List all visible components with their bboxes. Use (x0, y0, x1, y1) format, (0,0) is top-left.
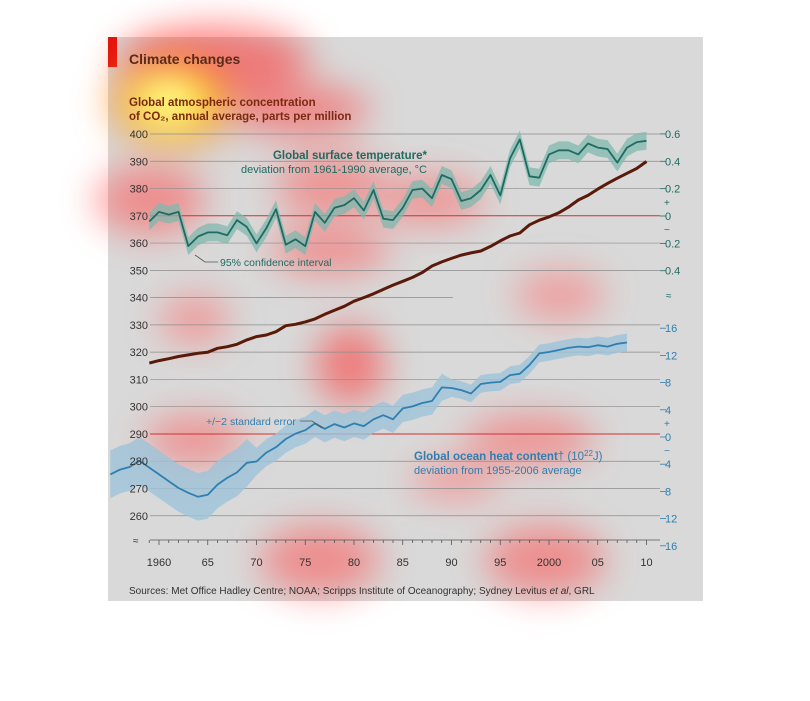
x-tick-label-3: 75 (299, 557, 311, 569)
left-tick-label-0: 400 (130, 129, 148, 141)
ocean-tick-label-7: 12 (665, 514, 677, 526)
co2-label-line1: Global atmospheric concentration (129, 97, 316, 109)
co2-label-line2: of CO₂, annual average, parts per millio… (129, 111, 351, 123)
ocean-error-band (110, 333, 628, 521)
left-tick-label-4: 360 (130, 238, 148, 250)
ocean-tick-label-4: 0 (665, 432, 671, 444)
temp-tick-label-2: 0.2 (665, 184, 680, 196)
left-tick-label-2: 380 (130, 184, 148, 196)
ci-label: 95% confidence interval (220, 257, 332, 269)
left-tick-label-6: 340 (130, 293, 148, 305)
temp-tick-label-0: 0.6 (665, 129, 680, 141)
source-text: Sources: Met Office Hadley Centre; NOAA;… (129, 586, 550, 597)
ocean-series-line (109, 341, 628, 498)
ocean-title-end: J) (593, 451, 603, 463)
source-tail: , GRL (568, 586, 595, 597)
ocean-minus-sign: − (664, 446, 670, 457)
ocean-tick-label-5: 4 (665, 459, 671, 471)
x-tick-label-6: 90 (445, 557, 457, 569)
ci-leader-line (194, 254, 218, 263)
x-tick-label-8: 2000 (537, 557, 561, 569)
temp-tick-label-5: 0.4 (665, 266, 680, 278)
ocean-title-text: Global ocean heat content (414, 451, 558, 463)
left-tick-label-13: 270 (130, 484, 148, 496)
ocean-tick-label-0: 16 (665, 323, 677, 335)
ocean-title-unit: † (10 (558, 451, 584, 463)
left-tick-label-3: 370 (130, 211, 148, 223)
confidence-bands (110, 130, 647, 521)
ocean-tick-label-1: 12 (665, 350, 677, 362)
temp-series-line (148, 138, 647, 247)
x-tick-label-0: 1960 (147, 557, 171, 569)
left-tick-label-5: 350 (130, 265, 148, 277)
x-tick-label-10: 10 (640, 557, 652, 569)
ocean-label-subtitle: deviation from 1955-2006 average (414, 465, 582, 477)
left-tick-label-9: 310 (130, 374, 148, 386)
ocean-tick-label-3: 4 (665, 405, 671, 417)
x-tick-label-1: 65 (202, 557, 214, 569)
temp-confidence-band (149, 130, 647, 255)
left-tick-label-14: 260 (130, 511, 148, 523)
left-tick-label-11: 290 (130, 429, 148, 441)
ocean-label-title: Global ocean heat content† (1022J) (414, 449, 603, 463)
left-tick-label-8: 320 (130, 347, 148, 359)
x-tick-label-4: 80 (348, 557, 360, 569)
left-tick-label-1: 390 (130, 156, 148, 168)
ocean-title-exponent: 22 (584, 449, 593, 458)
x-tick-label-9: 05 (592, 557, 604, 569)
temp-minus-sign: − (664, 225, 670, 236)
temp-label-subtitle: deviation from 1961-1990 average, °C (241, 164, 427, 176)
ocean-plus-sign: + (664, 419, 670, 430)
ocean-tick-label-6: 8 (665, 486, 671, 498)
ocean-tick-label-8: 16 (665, 541, 677, 553)
x-tick-label-7: 95 (494, 557, 506, 569)
ocean-tick-label-2: 8 (665, 378, 671, 390)
left-tick-label-12: 280 (130, 456, 148, 468)
temp-tick-label-3: 0 (665, 211, 671, 223)
grid-layer (148, 133, 666, 547)
right-axis-break-mark: ≈ (666, 291, 672, 302)
header-accent-bar (108, 37, 117, 67)
se-leader-line (300, 420, 323, 429)
source-note: Sources: Met Office Hadley Centre; NOAA;… (129, 586, 595, 597)
temp-label-title: Global surface temperature* (273, 150, 428, 162)
heat-hotspot (110, 58, 234, 146)
temp-tick-label-4: 0.2 (665, 238, 680, 250)
x-tick-label-2: 70 (250, 557, 262, 569)
left-axis-break-mark: ≈ (133, 536, 139, 547)
temp-tick-label-1: 0.4 (665, 156, 680, 168)
se-label: +/−2 standard error (206, 416, 296, 428)
x-tick-label-5: 85 (397, 557, 409, 569)
chart-title: Climate changes (129, 51, 240, 67)
temp-plus-sign: + (664, 198, 670, 209)
left-tick-label-10: 300 (130, 402, 148, 414)
source-italic: et al (550, 586, 570, 597)
co2-series-line (148, 160, 648, 365)
heatmap-overlay (95, 25, 605, 595)
series-lines (109, 138, 648, 498)
left-tick-label-7: 330 (130, 320, 148, 332)
axis-labels: 4003903803703603503403303203103002902802… (130, 129, 681, 569)
